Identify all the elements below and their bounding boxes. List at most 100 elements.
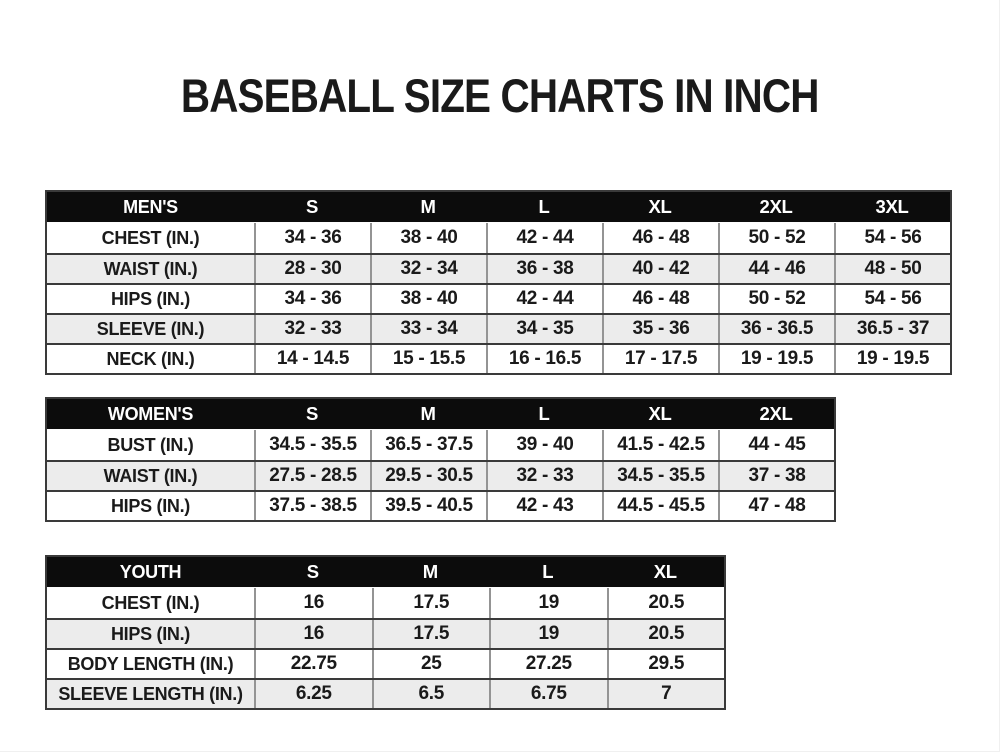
- size-column-header: L: [538, 403, 550, 424]
- row-label: WAIST (IN.): [103, 258, 198, 279]
- size-value-cell: 46 - 48: [602, 285, 718, 313]
- table-row: CHEST (IN.) 34 - 36 38 - 40 42 - 44 46 - 48 5…: [47, 223, 950, 253]
- size-column-header: M: [420, 196, 436, 217]
- row-label: WAIST (IN.): [103, 465, 198, 486]
- size-value-cell: 34 - 36: [254, 285, 370, 313]
- size-value-cell: 22.75: [254, 650, 372, 678]
- row-label: HIPS (IN.): [110, 495, 190, 516]
- youth-size-table: YOUTH S M L XL CHEST (IN.) 16 17.5 19 20.5 HIPS (I…: [45, 555, 726, 710]
- size-value-cell: 46 - 48: [602, 223, 718, 253]
- size-value-cell: 19 - 19.5: [834, 345, 950, 373]
- size-column-header: 2XL: [759, 196, 793, 217]
- size-value-cell: 40 - 42: [602, 255, 718, 283]
- size-value-cell: 19: [489, 588, 607, 618]
- table-row: BUST (IN.) 34.5 - 35.5 36.5 - 37.5 39 - 40 4…: [47, 430, 834, 460]
- row-label: HIPS (IN.): [110, 288, 190, 309]
- table-row: HIPS (IN.) 37.5 - 38.5 39.5 - 40.5 42 - 43 4…: [47, 490, 834, 520]
- size-value-cell: 29.5: [606, 650, 725, 678]
- size-value-cell: 19: [489, 620, 607, 648]
- size-value-cell: 19 - 19.5: [718, 345, 834, 373]
- size-value-cell: 14 - 14.5: [254, 345, 370, 373]
- table-row: BODY LENGTH (IN.) 22.75 25 27.25 29.5: [47, 648, 724, 678]
- size-value-cell: 32 - 34: [370, 255, 486, 283]
- size-value-cell: 15 - 15.5: [370, 345, 486, 373]
- size-value-cell: 42 - 44: [486, 223, 602, 253]
- size-column-header: M: [420, 403, 436, 424]
- size-value-cell: 17.5: [371, 620, 490, 648]
- size-value-cell: 20.5: [606, 620, 725, 648]
- table-row: WAIST (IN.) 28 - 30 32 - 34 36 - 38 40 - 42 4…: [47, 253, 950, 283]
- size-value-cell: 28 - 30: [254, 255, 370, 283]
- size-value-cell: 35 - 36: [602, 315, 718, 343]
- size-value-cell: 54 - 56: [834, 223, 950, 253]
- womens-size-table: WOMEN'S S M L XL 2XL BUST (IN.) 34.5 - 35.5 36.5…: [45, 397, 836, 522]
- size-value-cell: 48 - 50: [834, 255, 950, 283]
- size-column-header: XL: [648, 196, 672, 217]
- size-column-header: L: [542, 561, 554, 582]
- size-value-cell: 17 - 17.5: [602, 345, 718, 373]
- size-value-cell: 36.5 - 37: [834, 315, 950, 343]
- row-label: SLEEVE LENGTH (IN.): [58, 683, 243, 704]
- size-value-cell: 47 - 48: [718, 492, 834, 520]
- table-row: HIPS (IN.) 16 17.5 19 20.5: [47, 618, 724, 648]
- row-label: HIPS (IN.): [110, 623, 190, 644]
- size-value-cell: 44 - 45: [718, 430, 834, 460]
- size-column-header: M: [422, 561, 438, 582]
- size-value-cell: 16: [254, 588, 372, 618]
- size-value-cell: 37.5 - 38.5: [254, 492, 370, 520]
- size-column-header: S: [305, 403, 319, 424]
- size-value-cell: 50 - 52: [718, 223, 834, 253]
- size-value-cell: 42 - 44: [486, 285, 602, 313]
- row-label: CHEST (IN.): [101, 592, 200, 613]
- size-value-cell: 44.5 - 45.5: [602, 492, 718, 520]
- size-value-cell: 6.5: [371, 680, 490, 708]
- size-value-cell: 34 - 36: [254, 223, 370, 253]
- size-column-header: 3XL: [875, 196, 909, 217]
- size-value-cell: 32 - 33: [254, 315, 370, 343]
- row-label: BODY LENGTH (IN.): [67, 653, 234, 674]
- size-value-cell: 34.5 - 35.5: [602, 462, 718, 490]
- size-value-cell: 7: [606, 680, 725, 708]
- row-label: CHEST (IN.): [101, 227, 200, 248]
- size-value-cell: 44 - 46: [718, 255, 834, 283]
- size-column-header: S: [305, 196, 319, 217]
- size-value-cell: 34 - 35: [486, 315, 602, 343]
- womens-table-header-row: WOMEN'S S M L XL 2XL: [47, 399, 834, 430]
- size-value-cell: 38 - 40: [370, 285, 486, 313]
- womens-table-title: WOMEN'S: [107, 403, 194, 424]
- size-value-cell: 38 - 40: [370, 223, 486, 253]
- size-value-cell: 42 - 43: [486, 492, 602, 520]
- page-title: BASEBALL SIZE CHARTS IN INCH: [181, 69, 820, 122]
- size-value-cell: 6.75: [489, 680, 607, 708]
- size-value-cell: 20.5: [606, 588, 725, 618]
- mens-table-header-row: MEN'S S M L XL 2XL 3XL: [47, 192, 950, 223]
- size-value-cell: 27.25: [489, 650, 607, 678]
- table-row: CHEST (IN.) 16 17.5 19 20.5: [47, 588, 724, 618]
- size-value-cell: 25: [371, 650, 490, 678]
- size-column-header: XL: [648, 403, 672, 424]
- size-column-header: XL: [653, 561, 677, 582]
- size-column-header: S: [306, 561, 319, 582]
- table-row: SLEEVE LENGTH (IN.) 6.25 6.5 6.75 7: [47, 678, 724, 708]
- row-label: NECK (IN.): [106, 348, 195, 369]
- row-label: BUST (IN.): [107, 434, 194, 455]
- size-value-cell: 34.5 - 35.5: [254, 430, 370, 460]
- size-value-cell: 29.5 - 30.5: [370, 462, 486, 490]
- size-value-cell: 41.5 - 42.5: [602, 430, 718, 460]
- size-value-cell: 39.5 - 40.5: [370, 492, 486, 520]
- table-row: WAIST (IN.) 27.5 - 28.5 29.5 - 30.5 32 - 33…: [47, 460, 834, 490]
- youth-table-title: YOUTH: [119, 561, 182, 582]
- size-value-cell: 27.5 - 28.5: [254, 462, 370, 490]
- size-value-cell: 16: [254, 620, 372, 648]
- size-value-cell: 54 - 56: [834, 285, 950, 313]
- table-row: SLEEVE (IN.) 32 - 33 33 - 34 34 - 35 35 - 36…: [47, 313, 950, 343]
- row-label: SLEEVE (IN.): [96, 318, 205, 339]
- size-value-cell: 32 - 33: [486, 462, 602, 490]
- size-column-header: 2XL: [759, 403, 793, 424]
- mens-table-title: MEN'S: [123, 196, 178, 217]
- size-value-cell: 17.5: [371, 588, 490, 618]
- size-value-cell: 36.5 - 37.5: [370, 430, 486, 460]
- size-value-cell: 33 - 34: [370, 315, 486, 343]
- size-value-cell: 36 - 38: [486, 255, 602, 283]
